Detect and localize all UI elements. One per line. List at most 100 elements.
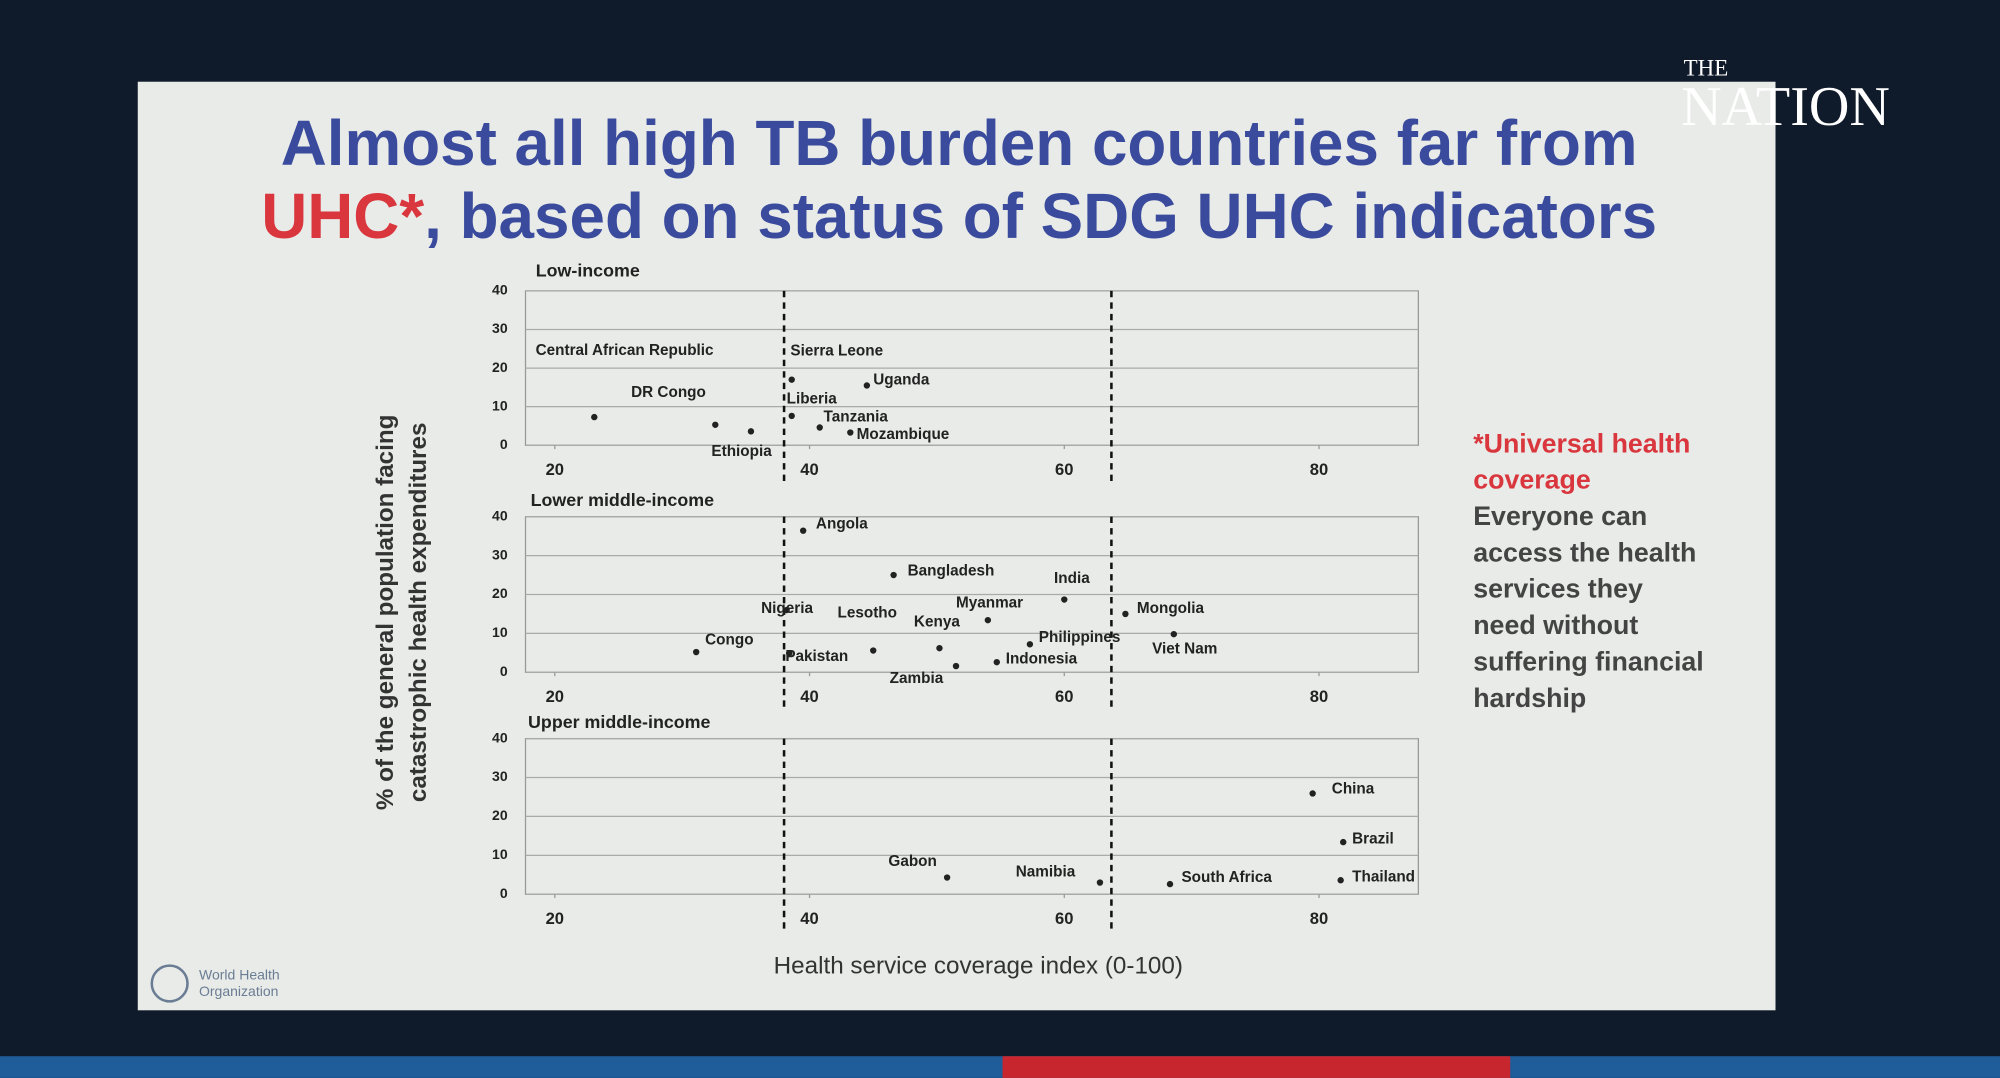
point-label: Congo xyxy=(705,632,753,649)
panel-title: Upper middle-income xyxy=(528,712,711,732)
point-label: Liberia xyxy=(787,390,838,407)
y-tick-label: 10 xyxy=(492,397,508,413)
data-point xyxy=(1337,877,1344,884)
panel: Low-income 0 10 20 30 40 20 40 60 80 Central Afric… xyxy=(492,260,1420,484)
panel: Lower middle-income 0 10 20 30 40 20 40 60 80 Ango… xyxy=(492,490,1420,711)
y-tick-label: 0 xyxy=(500,663,508,679)
x-tick-label: 40 xyxy=(800,687,818,706)
data-point xyxy=(1061,596,1068,603)
x-tick-label: 80 xyxy=(1310,909,1328,928)
y-axis-label-line: % of the general population facing xyxy=(372,415,399,811)
data-point xyxy=(799,527,807,534)
title-line: Almost all high TB burden countries far … xyxy=(281,107,1638,179)
x-tick-label: 60 xyxy=(1055,909,1073,928)
point-label: Myanmar xyxy=(956,595,1023,612)
data-point xyxy=(816,424,823,431)
panel: Upper middle-income 0 10 20 30 40 20 40 60 80 Chin… xyxy=(492,712,1420,933)
point-label: Gabon xyxy=(888,853,936,870)
y-tick-label: 40 xyxy=(492,507,508,523)
data-point xyxy=(936,644,943,652)
point-label: DR Congo xyxy=(631,384,706,401)
point-label: Ethiopia xyxy=(711,443,772,460)
point-label: Zambia xyxy=(890,670,944,687)
data-point xyxy=(1026,641,1034,648)
y-tick-label: 0 xyxy=(500,436,508,452)
data-point xyxy=(1166,880,1174,888)
x-axis-label: Health service coverage index (0-100) xyxy=(774,952,1183,979)
data-point xyxy=(984,616,992,624)
x-tick-label: 20 xyxy=(546,687,564,706)
note-definition: access the health xyxy=(1473,537,1696,567)
point-label: China xyxy=(1332,781,1375,798)
data-point xyxy=(993,658,1000,666)
brand-large: NATION xyxy=(1681,76,1890,138)
point-label: Mongolia xyxy=(1137,600,1205,617)
note-term: *Universal health xyxy=(1473,428,1690,458)
point-label: Sierra Leone xyxy=(790,343,883,360)
point-label: Thailand xyxy=(1352,869,1415,886)
title-rest: , based on status of SDG UHC indicators xyxy=(424,180,1657,252)
y-tick-label: 20 xyxy=(492,359,508,375)
point-label: Nigeria xyxy=(761,600,813,617)
data-point xyxy=(747,428,755,435)
x-tick-label: 80 xyxy=(1310,687,1328,706)
point-label: Mozambique xyxy=(857,426,950,443)
note-term: coverage xyxy=(1473,465,1591,495)
x-tick-label: 20 xyxy=(546,909,564,928)
x-tick-label: 20 xyxy=(546,460,564,479)
data-point xyxy=(1170,630,1178,638)
point-label: Philippines xyxy=(1039,629,1121,646)
y-tick-label: 0 xyxy=(500,885,508,901)
data-point xyxy=(1340,838,1347,846)
note-definition: Everyone can xyxy=(1473,501,1647,531)
data-point xyxy=(783,606,790,614)
y-tick-label: 30 xyxy=(492,320,508,336)
note-definition: suffering financial xyxy=(1473,646,1704,676)
who-logo xyxy=(150,964,189,1003)
y-tick-label: 10 xyxy=(492,846,508,862)
y-axis-label-line: catastrophic health expenditures xyxy=(405,423,432,803)
y-tick-label: 30 xyxy=(492,546,508,562)
point-label: Uganda xyxy=(873,371,930,388)
x-tick-label: 40 xyxy=(800,460,818,479)
note-definition: services they xyxy=(1473,574,1643,604)
data-point xyxy=(952,662,960,670)
point-label: Indonesia xyxy=(1006,651,1078,668)
panel-title: Lower middle-income xyxy=(531,490,714,510)
data-point xyxy=(712,421,719,428)
point-label: India xyxy=(1054,570,1090,587)
x-tick-label: 60 xyxy=(1055,687,1073,706)
y-tick-label: 40 xyxy=(492,729,508,745)
note: *Universal health coverage Everyone can acc… xyxy=(1473,428,1704,712)
y-tick-label: 10 xyxy=(492,624,508,640)
note-definition: hardship xyxy=(1473,683,1586,713)
point-label: Lesotho xyxy=(838,605,898,622)
point-label: Pakistan xyxy=(785,648,848,665)
data-point xyxy=(863,382,871,389)
point-label: Kenya xyxy=(914,614,960,631)
point-label: Angola xyxy=(816,515,868,532)
data-point xyxy=(785,650,793,657)
data-point xyxy=(890,571,897,579)
point-label: Viet Nam xyxy=(1152,641,1217,658)
x-tick-label: 40 xyxy=(800,909,818,928)
x-tick-label: 60 xyxy=(1055,460,1073,479)
data-point xyxy=(870,647,877,654)
data-point xyxy=(1309,790,1316,797)
point-label: Central African Republic xyxy=(536,342,714,359)
note-definition: need without xyxy=(1473,610,1638,640)
data-point xyxy=(1122,610,1129,618)
point-label: Tanzania xyxy=(824,408,889,425)
y-tick-label: 30 xyxy=(492,768,508,784)
data-point xyxy=(692,648,700,656)
title-line: UHC*, based on status of SDG UHC indicat… xyxy=(261,180,1657,252)
organization-line: Organization xyxy=(199,983,278,999)
data-point xyxy=(847,429,854,436)
y-tick-label: 40 xyxy=(492,282,508,298)
y-axis-label: % of the general population facing catas… xyxy=(372,415,432,811)
data-point xyxy=(1096,879,1104,886)
bottom-bar xyxy=(0,1056,2000,1078)
brand-small: THE xyxy=(1684,56,1729,81)
